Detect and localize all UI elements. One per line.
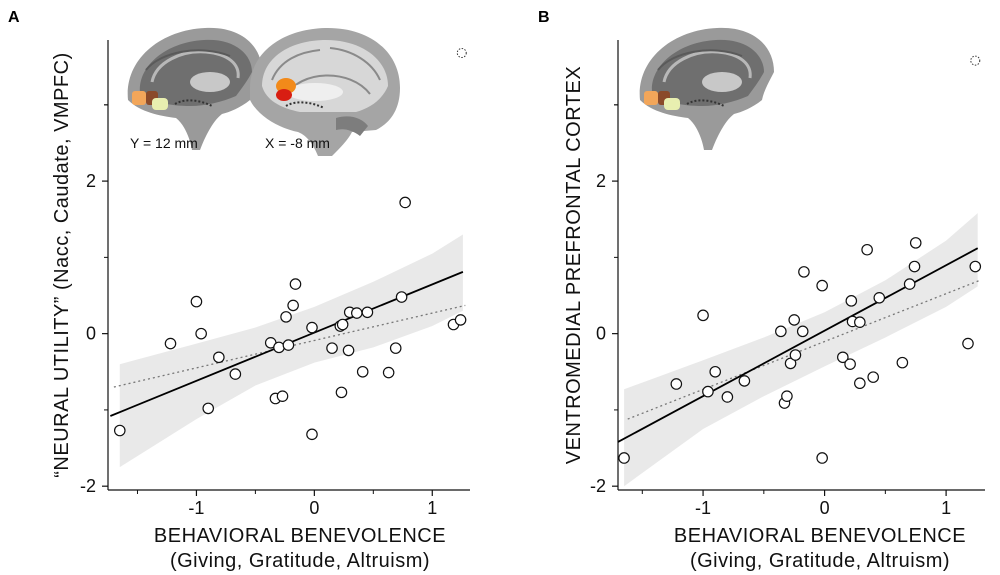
data-point — [164, 337, 177, 350]
data-point — [618, 452, 630, 464]
data-point — [190, 295, 203, 308]
x-tick-label: 0 — [820, 498, 830, 518]
data-point — [335, 386, 348, 399]
brain-sagittal-image — [250, 28, 400, 156]
data-point — [229, 368, 242, 380]
y-tick-label: 2 — [596, 171, 606, 191]
data-point — [873, 291, 886, 304]
fit-line-solid — [617, 247, 979, 443]
data-point — [306, 428, 318, 441]
panel-a-letter: A — [8, 9, 20, 26]
data-point — [702, 385, 714, 398]
data-point — [854, 316, 866, 329]
outlier-marker — [970, 55, 981, 66]
y-tick-label: 0 — [86, 324, 96, 344]
brain-label-y: Y = 12 mm — [130, 135, 198, 151]
data-point — [336, 318, 349, 331]
confidence-band — [624, 213, 978, 487]
data-point — [709, 365, 722, 378]
x-axis-title: BEHAVIORAL BENEVOLENCE — [674, 525, 966, 547]
data-point — [202, 402, 215, 415]
confidence-band — [119, 234, 463, 468]
x-axis-subtitle: (Giving, Gratitude, Altruism) — [170, 550, 430, 572]
data-point — [969, 260, 982, 273]
data-point — [909, 237, 922, 249]
data-point — [721, 391, 734, 403]
data-point — [697, 309, 709, 322]
y-tick-label: 0 — [596, 324, 606, 344]
x-axis-subtitle: (Giving, Gratitude, Altruism) — [690, 550, 950, 572]
data-point — [273, 341, 285, 354]
brain-images-a — [127, 27, 400, 156]
data-point — [798, 266, 810, 278]
outlier-marker — [456, 47, 467, 58]
x-tick-label: -1 — [188, 498, 204, 518]
data-point — [282, 339, 295, 351]
data-point — [796, 325, 809, 338]
x-tick-label: 1 — [941, 498, 951, 518]
data-point — [896, 356, 909, 369]
panel-a: A — [8, 9, 470, 572]
data-point — [326, 342, 338, 354]
data-point — [389, 342, 402, 354]
x-tick-label: 0 — [309, 498, 319, 518]
data-point — [788, 314, 801, 326]
data-point — [837, 351, 849, 364]
data-point — [454, 314, 467, 326]
y-tick-label: -2 — [80, 476, 96, 496]
data-point — [276, 390, 289, 402]
y-tick-label: -2 — [590, 476, 606, 496]
data-point — [816, 279, 828, 292]
data-point — [962, 337, 974, 350]
x-tick-label: 1 — [427, 498, 437, 518]
data-point — [351, 307, 363, 319]
panel-b: B -2 0 2 -1 0 1 BEHAVIORAL BENEVOLENCE (Giving,… — [538, 9, 985, 572]
data-point — [854, 377, 866, 390]
data-point — [280, 311, 292, 323]
data-point — [287, 299, 299, 312]
data-point — [861, 243, 873, 256]
data-point — [781, 390, 793, 402]
data-point — [361, 306, 374, 319]
panel-b-letter: B — [538, 9, 550, 26]
data-point — [399, 196, 411, 209]
data-point — [784, 357, 797, 370]
data-point — [395, 291, 408, 303]
data-point — [289, 278, 302, 290]
data-point — [342, 344, 355, 357]
data-point — [903, 278, 916, 290]
data-point — [306, 321, 318, 334]
data-point — [670, 378, 683, 390]
data-point — [775, 325, 787, 338]
data-point — [382, 366, 395, 379]
x-tick-label: -1 — [695, 498, 711, 518]
data-point — [816, 452, 828, 464]
y-axis-title: “NEURAL UTILITY” (Nacc, Caudate, VMPFC) — [51, 52, 73, 478]
data-point — [789, 349, 802, 361]
brain-label-x: X = -8 mm — [265, 135, 330, 151]
x-axis-title: BEHAVIORAL BENEVOLENCE — [154, 525, 446, 547]
data-point — [908, 260, 921, 273]
data-point — [845, 295, 858, 307]
data-point — [738, 375, 751, 387]
data-point — [356, 365, 369, 378]
data-point — [213, 351, 225, 364]
data-point — [195, 327, 207, 340]
brain-coronal-image-b — [639, 27, 774, 151]
data-point — [867, 371, 879, 383]
data-point — [113, 424, 126, 437]
data-point — [844, 358, 856, 370]
y-axis-title: VENTROMEDIAL PREFRONTAL CORTEX — [563, 66, 585, 464]
y-tick-label: 2 — [86, 171, 96, 191]
fit-line-dotted — [627, 279, 981, 420]
brain-coronal-image — [127, 27, 262, 151]
